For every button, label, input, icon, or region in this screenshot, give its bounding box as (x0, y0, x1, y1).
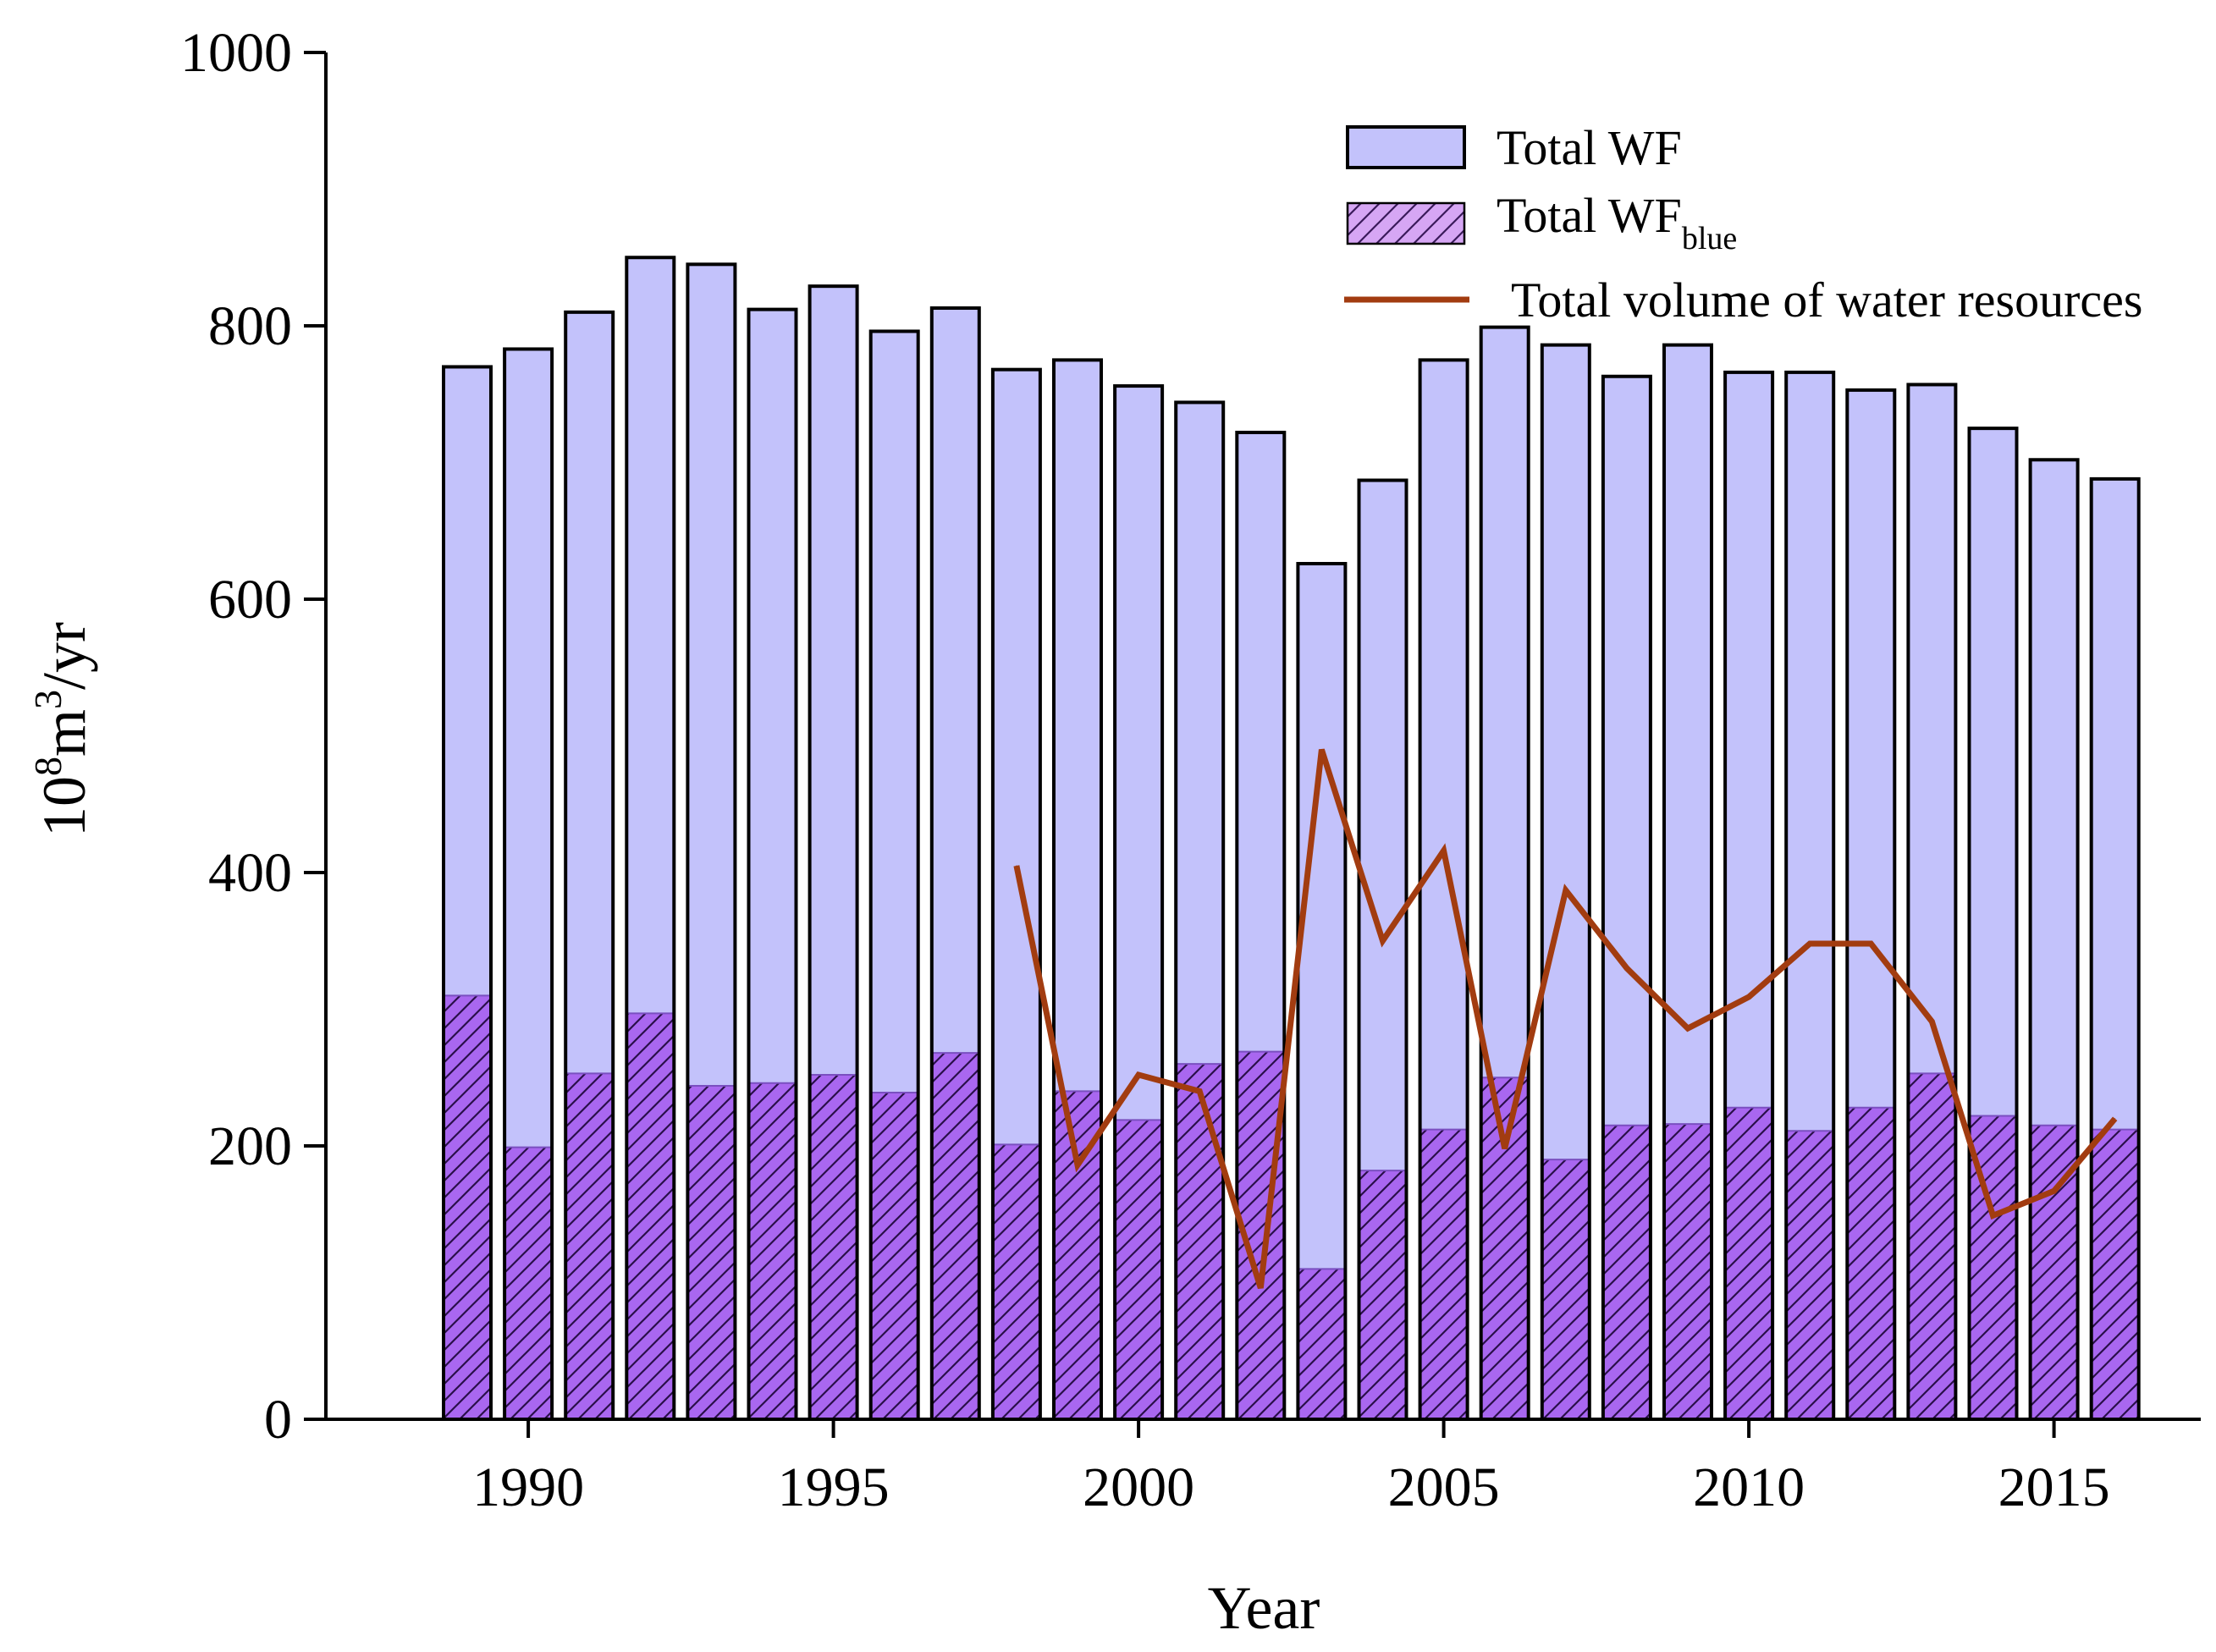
y-axis-title-exp2: 3 (26, 690, 69, 709)
bar-total-wf-2001 (1176, 402, 1224, 1065)
bar-total-wf-1993 (687, 264, 736, 1086)
line-point-2007 (1565, 889, 1567, 891)
axes (324, 52, 2201, 1421)
line-point-1998 (1016, 865, 1017, 867)
y-axis-title-exp1: 8 (26, 757, 69, 776)
bar-total-wf-2009 (1664, 344, 1712, 1125)
y-axis-title-tail: /yr (30, 622, 98, 690)
bar-total-wf-blue-2005 (1419, 1129, 1468, 1419)
bar-total-wf-blue-2008 (1602, 1125, 1651, 1419)
legend-swatch-total-wf-blue (1346, 201, 1466, 245)
bar-total-wf-blue-2011 (1786, 1131, 1834, 1419)
line-point-2003 (1320, 749, 1322, 751)
bar-total-wf-2015 (2030, 460, 2078, 1126)
x-tick-label-2005: 2005 (1388, 1457, 1500, 1518)
bar-total-wf-blue-2013 (1908, 1073, 1956, 1419)
bar-total-wf-1996 (870, 331, 918, 1093)
bar-total-wf-blue-2009 (1664, 1124, 1712, 1419)
line-point-2016 (2114, 1118, 2116, 1120)
bar-total-wf-2008 (1602, 376, 1651, 1126)
line-point-2011 (1809, 943, 1811, 944)
y-ticks: 0 200 400 600 800 1000 (180, 22, 326, 1451)
line-point-2004 (1382, 940, 1383, 942)
x-tick-label-2015: 2015 (1998, 1457, 2110, 1518)
line-point-2001 (1199, 1090, 1200, 1092)
line-point-2015 (2053, 1190, 2055, 1192)
legend: Total WF Total WFblue Total volume of wa… (1344, 120, 2142, 328)
bar-total-wf-blue-1990 (504, 1147, 553, 1419)
x-axis-title: Year (1208, 1574, 1320, 1642)
bar-total-wf-2012 (1847, 389, 1895, 1108)
y-tick-label-600: 600 (208, 569, 292, 631)
bar-total-wf-blue-2006 (1480, 1077, 1529, 1419)
y-tick-label-800: 800 (208, 295, 292, 357)
y-axis-title: 108m3/yr (26, 622, 98, 837)
bar-total-wf-1994 (748, 309, 797, 1083)
x-tick-label-2010: 2010 (1693, 1457, 1805, 1518)
bar-total-wf-2003 (1298, 564, 1346, 1269)
bar-total-wf-blue-2012 (1847, 1107, 1895, 1419)
bar-total-wf-1990 (504, 349, 553, 1148)
bar-total-wf-blue-1991 (565, 1073, 614, 1419)
bar-total-wf-1995 (809, 286, 857, 1076)
bar-total-wf-2014 (1969, 428, 2017, 1116)
line-point-2002 (1260, 1287, 1261, 1289)
legend-label-total-wf-blue-sub: blue (1682, 221, 1737, 256)
line-point-2006 (1504, 1148, 1506, 1149)
bar-total-wf-1991 (565, 311, 614, 1074)
line-point-2009 (1687, 1027, 1689, 1029)
bar-total-wf-1992 (626, 257, 675, 1014)
bar-total-wf-1998 (992, 369, 1040, 1145)
bar-total-wf-2000 (1115, 386, 1163, 1121)
x-tick-label-1995: 1995 (778, 1457, 890, 1518)
x-ticks: 1990 1995 2000 2005 2010 2015 (472, 1419, 2110, 1518)
y-axis-title-mid: m (30, 709, 98, 757)
bar-total-wf-2002 (1237, 432, 1285, 1052)
bar-total-wf-blue-1995 (809, 1075, 857, 1419)
y-tick-label-400: 400 (208, 842, 292, 904)
bar-total-wf-blue-1998 (992, 1144, 1040, 1419)
bar-total-wf-1997 (931, 308, 979, 1054)
y-tick-label-200: 200 (208, 1115, 292, 1177)
legend-label-total-wf: Total WF (1497, 120, 1682, 175)
bar-total-wf-blue-2001 (1176, 1064, 1224, 1419)
bar-total-wf-blue-1994 (748, 1082, 797, 1419)
line-layer (1013, 748, 2118, 1289)
bar-total-wf-blue-2010 (1725, 1107, 1773, 1419)
y-tick-label-1000: 1000 (180, 22, 292, 84)
bar-total-wf-2004 (1359, 480, 1407, 1171)
bar-total-wf-2005 (1419, 360, 1468, 1130)
bar-total-wf-blue-2000 (1115, 1120, 1163, 1419)
bar-total-wf-blue-1997 (931, 1053, 979, 1419)
x-tick-label-2000: 2000 (1083, 1457, 1194, 1518)
y-axis-title-base: 10 (30, 776, 98, 837)
bar-total-wf-2011 (1786, 372, 1834, 1132)
bar-total-wf-2013 (1908, 384, 1956, 1074)
legend-swatch-total-wf (1346, 125, 1466, 169)
bar-total-wf-blue-1993 (687, 1085, 736, 1419)
bar-total-wf-blue-2007 (1541, 1159, 1590, 1419)
line-point-2010 (1748, 996, 1750, 998)
x-tick-label-1990: 1990 (472, 1457, 584, 1518)
bar-total-wf-blue-1992 (626, 1013, 675, 1419)
line-point-2008 (1626, 967, 1628, 969)
line-point-2000 (1138, 1074, 1139, 1076)
y-tick-label-0: 0 (264, 1389, 292, 1451)
bar-total-wf-blue-1996 (870, 1093, 918, 1419)
bar-total-wf-blue-2016 (2091, 1129, 2139, 1419)
bar-total-wf-2007 (1541, 344, 1590, 1160)
bars-layer (442, 256, 2141, 1422)
bar-total-wf-2006 (1480, 327, 1529, 1078)
bar-total-wf-1989 (444, 366, 491, 996)
legend-label-water-resources: Total volume of water resources (1511, 273, 2142, 328)
bar-total-wf-1999 (1054, 360, 1101, 1092)
bar-total-wf-blue-2003 (1298, 1269, 1346, 1419)
bar-total-wf-2016 (2091, 478, 2139, 1130)
bar-total-wf-blue-1989 (444, 995, 491, 1419)
legend-label-total-wf-blue-main: Total WF (1497, 188, 1682, 243)
bar-total-wf-blue-2004 (1359, 1170, 1407, 1419)
legend-label-total-wf-blue: Total WFblue (1497, 188, 1737, 256)
